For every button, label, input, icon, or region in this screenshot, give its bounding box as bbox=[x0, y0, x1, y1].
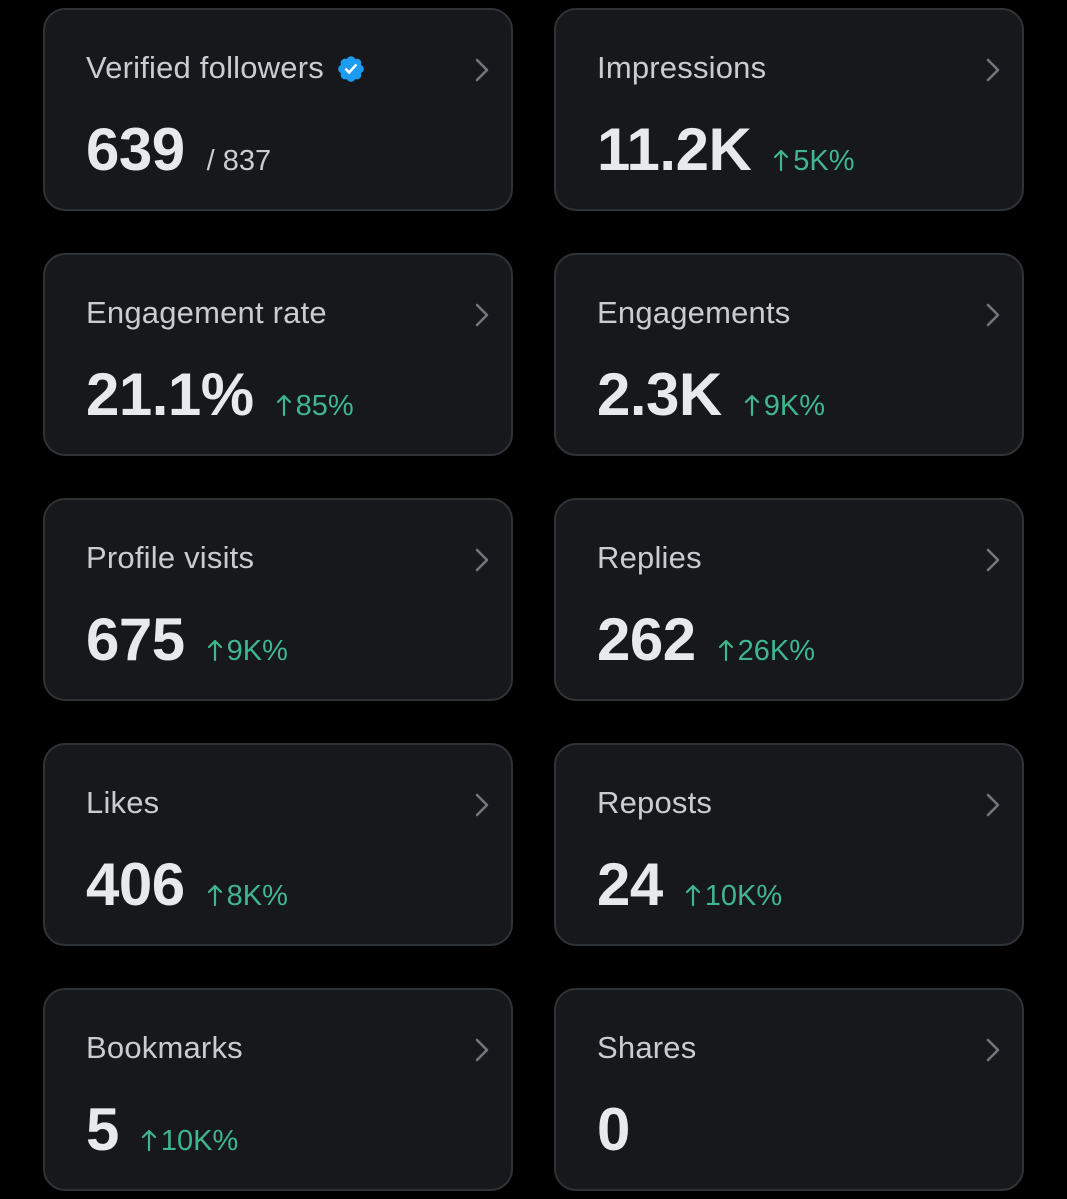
verified-followers-value: 639 bbox=[86, 116, 185, 183]
bookmarks-change: 10K% bbox=[141, 1125, 238, 1158]
profile-visits-title: Profile visits bbox=[86, 540, 255, 575]
bookmarks-card[interactable]: Bookmarks 5 10K% bbox=[43, 988, 513, 1191]
verified-followers-title: Verified followers bbox=[86, 50, 324, 85]
impressions-title: Impressions bbox=[597, 50, 767, 85]
profile-visits-change-value: 9K% bbox=[226, 635, 288, 667]
bookmarks-change-value: 10K% bbox=[160, 1125, 239, 1157]
impressions-card[interactable]: Impressions 11.2K 5K% bbox=[554, 8, 1024, 211]
verified-followers-title-row: Verified followers bbox=[86, 50, 366, 86]
likes-value: 406 bbox=[86, 851, 185, 918]
likes-change-value: 8K% bbox=[226, 880, 288, 912]
engagement-rate-value: 21.1% bbox=[86, 361, 254, 428]
verified-followers-total: / 837 bbox=[206, 145, 272, 177]
impressions-value-row: 11.2K 5K% bbox=[597, 120, 855, 180]
arrow-up-icon bbox=[774, 149, 789, 172]
shares-value-row: 0 bbox=[597, 1100, 630, 1160]
profile-visits-value-row: 675 9K% bbox=[86, 610, 288, 670]
impressions-change-value: 5K% bbox=[793, 145, 855, 177]
replies-card[interactable]: Replies 262 26K% bbox=[554, 498, 1024, 701]
shares-value: 0 bbox=[597, 1096, 630, 1163]
engagement-rate-card[interactable]: Engagement rate 21.1% 85% bbox=[43, 253, 513, 456]
profile-visits-change: 9K% bbox=[207, 635, 288, 668]
likes-title: Likes bbox=[86, 785, 160, 820]
replies-value: 262 bbox=[597, 606, 696, 673]
engagements-change-value: 9K% bbox=[763, 390, 826, 422]
shares-card[interactable]: Shares 0 bbox=[554, 988, 1024, 1191]
replies-title: Replies bbox=[597, 540, 702, 575]
likes-value-row: 406 8K% bbox=[86, 855, 288, 915]
verified-badge-icon bbox=[338, 56, 364, 82]
chevron-right-icon bbox=[986, 303, 1000, 327]
replies-value-row: 262 26K% bbox=[597, 610, 815, 670]
engagement-rate-value-row: 21.1% 85% bbox=[86, 365, 354, 425]
reposts-value-row: 24 10K% bbox=[597, 855, 782, 915]
arrow-up-icon bbox=[207, 639, 222, 662]
bookmarks-value-row: 5 10K% bbox=[86, 1100, 238, 1160]
bookmarks-title: Bookmarks bbox=[86, 1030, 243, 1065]
chevron-right-icon bbox=[475, 58, 489, 82]
engagements-change: 9K% bbox=[744, 390, 825, 423]
impressions-change: 5K% bbox=[773, 145, 855, 178]
chevron-right-icon bbox=[475, 1038, 489, 1062]
bookmarks-value: 5 bbox=[86, 1096, 119, 1163]
reposts-title: Reposts bbox=[597, 785, 713, 820]
engagement-rate-change-value: 85% bbox=[295, 390, 354, 422]
verified-followers-value-row: 639 / 837 bbox=[86, 120, 271, 180]
arrow-up-icon bbox=[685, 884, 700, 907]
engagements-value-row: 2.3K 9K% bbox=[597, 365, 825, 425]
engagement-rate-title: Engagement rate bbox=[86, 295, 327, 330]
chevron-right-icon bbox=[475, 303, 489, 327]
reposts-card[interactable]: Reposts 24 10K% bbox=[554, 743, 1024, 946]
engagements-value: 2.3K bbox=[597, 361, 722, 428]
arrow-up-icon bbox=[207, 884, 222, 907]
arrow-up-icon bbox=[276, 394, 291, 417]
shares-title: Shares bbox=[597, 1030, 697, 1065]
chevron-right-icon bbox=[986, 548, 1000, 572]
chevron-right-icon bbox=[475, 548, 489, 572]
arrow-up-icon bbox=[718, 639, 733, 662]
engagements-title: Engagements bbox=[597, 295, 791, 330]
impressions-value: 11.2K bbox=[597, 116, 752, 183]
arrow-up-icon bbox=[744, 394, 759, 417]
reposts-value: 24 bbox=[597, 851, 663, 918]
profile-visits-card[interactable]: Profile visits 675 9K% bbox=[43, 498, 513, 701]
verified-followers-card[interactable]: Verified followers 639 / 837 bbox=[43, 8, 513, 211]
chevron-right-icon bbox=[986, 1038, 1000, 1062]
replies-change: 26K% bbox=[718, 635, 815, 668]
chevron-right-icon bbox=[986, 793, 1000, 817]
engagements-card[interactable]: Engagements 2.3K 9K% bbox=[554, 253, 1024, 456]
likes-change: 8K% bbox=[207, 880, 288, 913]
engagement-rate-change: 85% bbox=[276, 390, 354, 423]
likes-card[interactable]: Likes 406 8K% bbox=[43, 743, 513, 946]
replies-change-value: 26K% bbox=[737, 635, 815, 667]
reposts-change-value: 10K% bbox=[704, 880, 783, 912]
chevron-right-icon bbox=[986, 58, 1000, 82]
chevron-right-icon bbox=[475, 793, 489, 817]
reposts-change: 10K% bbox=[685, 880, 782, 913]
arrow-up-icon bbox=[141, 1129, 156, 1152]
profile-visits-value: 675 bbox=[86, 606, 185, 673]
